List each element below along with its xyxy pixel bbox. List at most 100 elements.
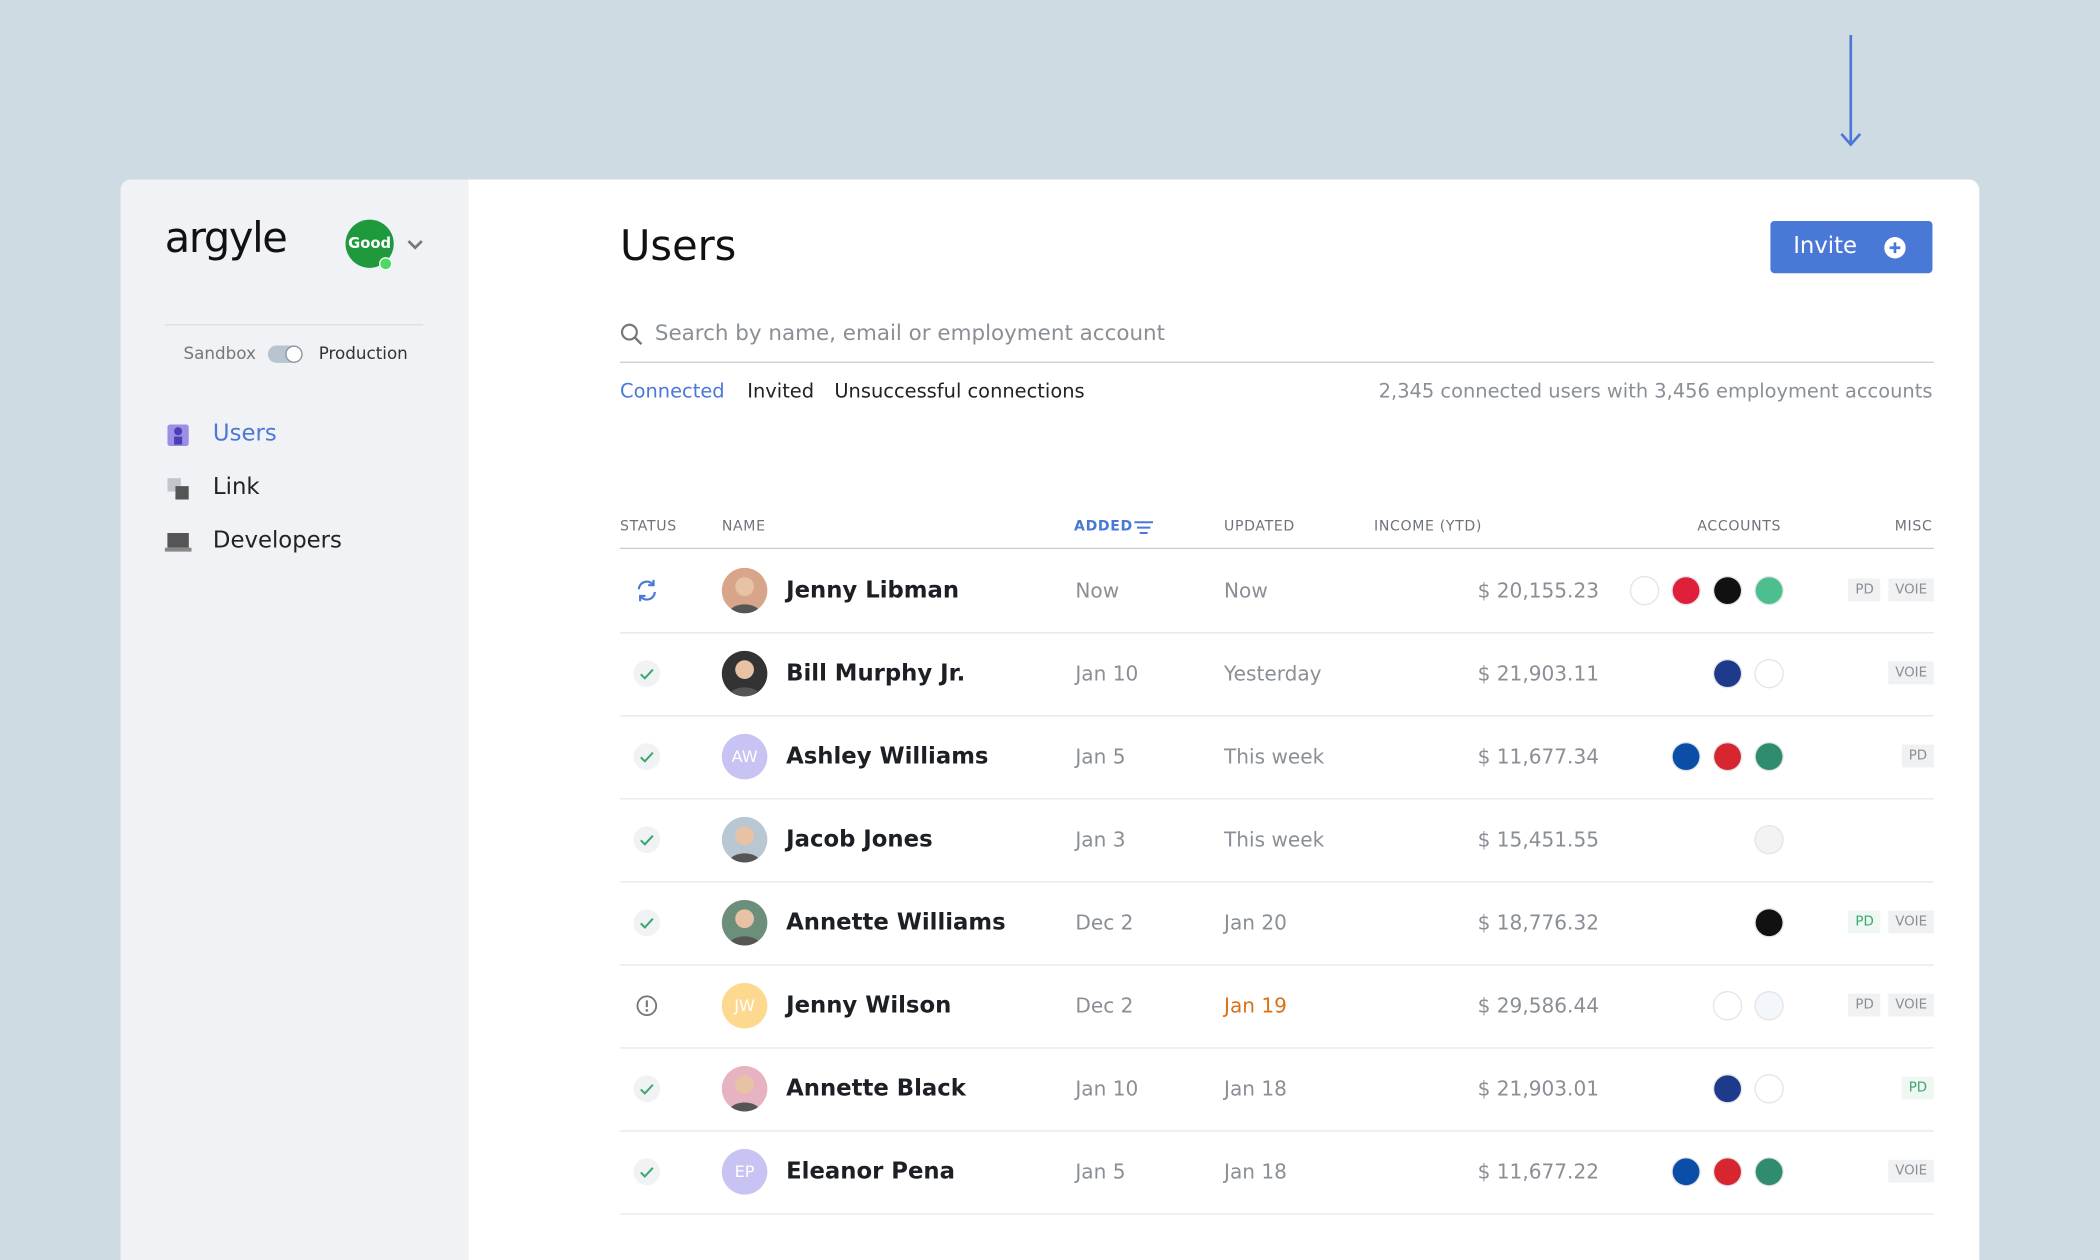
status-dot: [378, 257, 393, 271]
account-logo: [1714, 743, 1741, 771]
account-logo: [1672, 1158, 1700, 1186]
search-icon: [620, 323, 643, 346]
income: $ 11,677.34: [1477, 744, 1600, 769]
dropdown-chevron[interactable]: [406, 238, 425, 251]
added: Jan 3: [1075, 827, 1126, 852]
brand: argyle: [164, 214, 288, 263]
misc-tag: VOIE: [1888, 993, 1934, 1017]
env-sandbox: Sandbox: [183, 342, 256, 363]
income: $ 21,903.11: [1477, 661, 1600, 686]
col-accounts: ACCOUNTS: [1697, 518, 1782, 535]
account-logo: [1672, 577, 1700, 604]
account-logo: [1714, 577, 1741, 604]
account-logo: [1755, 826, 1783, 854]
users-icon: [167, 424, 189, 446]
tab-invited[interactable]: Invited: [747, 381, 815, 404]
updated: This week: [1224, 827, 1325, 852]
income: $ 18,776.32: [1477, 910, 1600, 935]
table-row: AW Ashley Williams Jan 5 This week $ 11,677.…: [620, 715, 1934, 800]
account-logo: [1755, 992, 1783, 1020]
nav-developers[interactable]: Developers: [212, 527, 342, 555]
avatar: JW: [721, 982, 768, 1029]
sort-icon: [1134, 521, 1154, 535]
added: Jan 10: [1075, 661, 1139, 686]
misc: PD VOIE: [1848, 910, 1934, 934]
misc-tag: PD: [1902, 744, 1934, 768]
added: Jan 5: [1075, 744, 1126, 769]
search-underline: [620, 361, 1934, 363]
added: Dec 2: [1075, 910, 1134, 935]
plus-icon: [1884, 237, 1906, 259]
link-icon: [167, 478, 189, 500]
misc-tag: PD: [1848, 993, 1881, 1017]
avatar: [721, 650, 768, 697]
user-name: Annette Williams: [786, 909, 1006, 937]
table-row: Jacob Jones Jan 3 This week $ 15,451.55: [620, 798, 1934, 883]
added: Jan 10: [1075, 1076, 1139, 1101]
account-logo: [1755, 1075, 1783, 1103]
status-icon: [633, 1075, 661, 1107]
status-icon: [633, 909, 661, 941]
accounts: [1714, 992, 1783, 1020]
accounts: [1631, 577, 1783, 604]
income: $ 15,451.55: [1477, 827, 1600, 852]
updated: Jan 20: [1224, 910, 1287, 935]
col-name: NAME: [721, 518, 766, 535]
account-logo: [1714, 660, 1741, 688]
income: $ 11,677.22: [1477, 1159, 1600, 1184]
env-production: Production: [318, 342, 408, 363]
header-line: [620, 547, 1934, 550]
misc-tag: PD: [1848, 910, 1881, 934]
misc-tag: PD: [1848, 578, 1881, 602]
user-name: Jenny Libman: [786, 577, 960, 604]
status-icon: [633, 660, 661, 692]
accounts: [1714, 660, 1783, 688]
avatar: [721, 1066, 768, 1112]
misc: PD VOIE: [1848, 993, 1934, 1017]
account-logo: [1755, 660, 1783, 688]
env-toggle[interactable]: [267, 345, 303, 363]
col-added[interactable]: ADDED: [1074, 518, 1133, 535]
table-row: Jenny Libman Now Now $ 20,155.23 PD VOIE: [620, 549, 1934, 634]
user-name: Jacob Jones: [786, 826, 933, 854]
status-icon: [633, 826, 661, 858]
status-icon: [633, 1158, 661, 1190]
avatar: EP: [721, 1149, 768, 1195]
accounts: [1672, 743, 1783, 771]
avatar: [721, 899, 768, 946]
app-card: argyle Good Sandbox Production Users Lin…: [120, 179, 1980, 1260]
nav-users[interactable]: Users: [212, 420, 277, 448]
tab-connected[interactable]: Connected: [620, 381, 725, 404]
table-row: Bill Murphy Jr. Jan 10 Yesterday $ 21,903.1…: [620, 632, 1934, 717]
accounts: [1672, 1158, 1783, 1186]
nav-link[interactable]: Link: [212, 474, 260, 501]
account-logo: [1755, 1158, 1783, 1186]
updated: Jan 18: [1224, 1076, 1287, 1101]
invite-label: Invite: [1793, 233, 1858, 260]
account-logo: [1714, 1158, 1741, 1186]
search-input[interactable]: Search by name, email or employment acco…: [654, 320, 1166, 346]
misc: VOIE: [1888, 661, 1934, 685]
user-name: Bill Murphy Jr.: [786, 660, 966, 688]
tab-unsuccessful[interactable]: Unsuccessful connections: [834, 381, 1085, 404]
accounts: [1755, 909, 1783, 937]
misc: PD: [1902, 744, 1934, 768]
col-income: INCOME (YTD): [1374, 518, 1483, 535]
avatar: AW: [721, 733, 768, 780]
user-name: Eleanor Pena: [786, 1158, 955, 1186]
misc: VOIE: [1888, 1159, 1934, 1183]
account-logo: [1755, 577, 1783, 604]
page-title: Users: [620, 222, 737, 271]
misc-tag: VOIE: [1888, 661, 1934, 685]
misc-tag: VOIE: [1888, 578, 1934, 602]
avatar: [721, 816, 768, 863]
updated: Jan 19: [1224, 993, 1287, 1018]
status-icon: [633, 992, 660, 1024]
accounts: [1714, 1075, 1783, 1103]
account-logo: [1755, 743, 1783, 771]
col-misc: MISC: [1894, 518, 1933, 535]
added: Dec 2: [1075, 993, 1134, 1018]
account-logo: [1631, 577, 1658, 604]
invite-button[interactable]: Invite: [1770, 220, 1933, 274]
